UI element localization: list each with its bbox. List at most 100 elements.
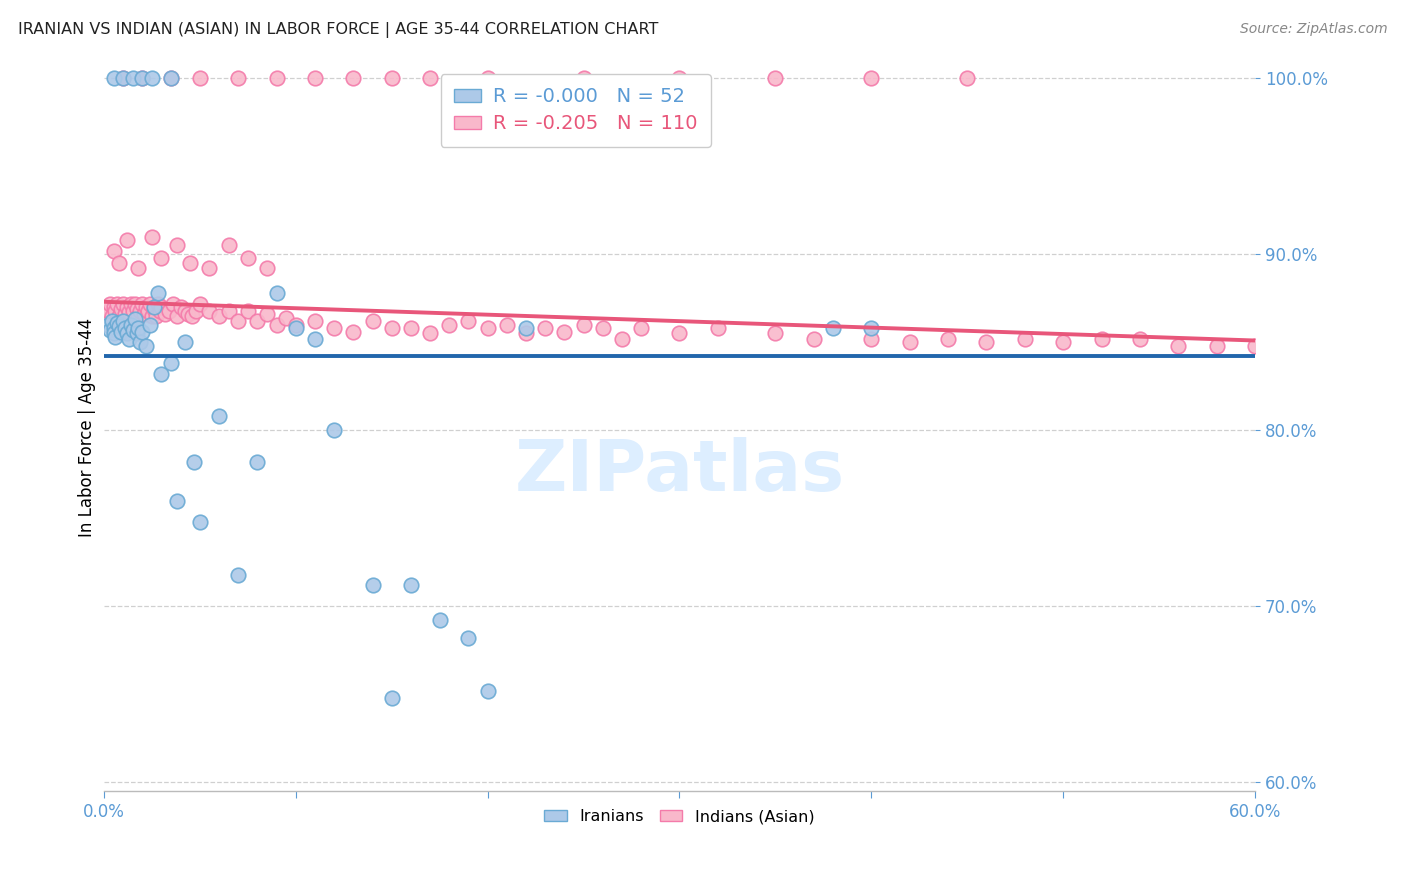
- Point: [179, 256, 201, 270]
- Point: [141, 71, 163, 86]
- Point: [323, 423, 346, 437]
- Point: [898, 335, 921, 350]
- Point: [114, 321, 136, 335]
- Point: [142, 300, 165, 314]
- Point: [342, 71, 364, 86]
- Point: [304, 332, 326, 346]
- Point: [592, 321, 614, 335]
- Point: [131, 71, 153, 86]
- Point: [803, 332, 825, 346]
- Point: [112, 71, 135, 86]
- Point: [304, 71, 326, 86]
- Point: [1052, 335, 1074, 350]
- Point: [103, 326, 125, 341]
- Text: Source: ZipAtlas.com: Source: ZipAtlas.com: [1240, 22, 1388, 37]
- Point: [630, 321, 652, 335]
- Point: [103, 71, 125, 86]
- Point: [429, 614, 451, 628]
- Point: [127, 309, 149, 323]
- Point: [1090, 332, 1112, 346]
- Point: [457, 631, 479, 645]
- Point: [100, 309, 122, 323]
- Point: [266, 71, 288, 86]
- Point: [188, 296, 211, 310]
- Point: [120, 296, 142, 310]
- Point: [105, 316, 128, 330]
- Point: [477, 321, 499, 335]
- Point: [956, 71, 979, 86]
- Point: [226, 314, 249, 328]
- Point: [495, 318, 517, 332]
- Point: [361, 314, 384, 328]
- Point: [112, 71, 135, 86]
- Point: [860, 332, 883, 346]
- Text: IRANIAN VS INDIAN (ASIAN) IN LABOR FORCE | AGE 35-44 CORRELATION CHART: IRANIAN VS INDIAN (ASIAN) IN LABOR FORCE…: [18, 22, 658, 38]
- Point: [104, 303, 127, 318]
- Point: [184, 303, 207, 318]
- Point: [1205, 339, 1227, 353]
- Point: [572, 71, 595, 86]
- Point: [1014, 332, 1036, 346]
- Point: [381, 71, 404, 86]
- Point: [97, 318, 120, 332]
- Point: [976, 335, 998, 350]
- Point: [1244, 339, 1267, 353]
- Point: [129, 335, 152, 350]
- Point: [304, 314, 326, 328]
- Point: [166, 493, 188, 508]
- Point: [108, 309, 131, 323]
- Point: [323, 321, 346, 335]
- Point: [110, 301, 132, 316]
- Point: [160, 71, 183, 86]
- Point: [114, 307, 136, 321]
- Point: [477, 684, 499, 698]
- Point: [266, 285, 288, 300]
- Point: [108, 319, 131, 334]
- Point: [173, 335, 195, 350]
- Point: [146, 296, 169, 310]
- Point: [150, 367, 173, 381]
- Point: [236, 251, 259, 265]
- Point: [399, 578, 422, 592]
- Point: [155, 307, 177, 321]
- Point: [110, 325, 132, 339]
- Point: [112, 296, 135, 310]
- Point: [381, 690, 404, 705]
- Point: [100, 314, 122, 328]
- Point: [707, 321, 730, 335]
- Point: [188, 71, 211, 86]
- Point: [135, 300, 157, 314]
- Point: [342, 325, 364, 339]
- Point: [139, 318, 162, 332]
- Point: [183, 455, 205, 469]
- Point: [572, 318, 595, 332]
- Y-axis label: In Labor Force | Age 35-44: In Labor Force | Age 35-44: [79, 318, 96, 537]
- Point: [127, 261, 149, 276]
- Point: [131, 71, 153, 86]
- Point: [134, 307, 156, 321]
- Point: [136, 303, 159, 318]
- Point: [141, 309, 163, 323]
- Point: [198, 303, 221, 318]
- Point: [208, 409, 231, 424]
- Point: [246, 314, 269, 328]
- Point: [553, 325, 575, 339]
- Point: [162, 296, 184, 310]
- Point: [534, 321, 557, 335]
- Point: [177, 307, 200, 321]
- Point: [157, 303, 180, 318]
- Point: [821, 321, 844, 335]
- Point: [160, 356, 183, 370]
- Point: [121, 71, 143, 86]
- Point: [170, 300, 193, 314]
- Point: [108, 256, 131, 270]
- Point: [226, 71, 249, 86]
- Point: [236, 303, 259, 318]
- Point: [381, 321, 404, 335]
- Point: [141, 229, 163, 244]
- Point: [131, 296, 153, 310]
- Point: [399, 321, 422, 335]
- Point: [97, 303, 120, 318]
- Point: [936, 332, 959, 346]
- Point: [124, 312, 146, 326]
